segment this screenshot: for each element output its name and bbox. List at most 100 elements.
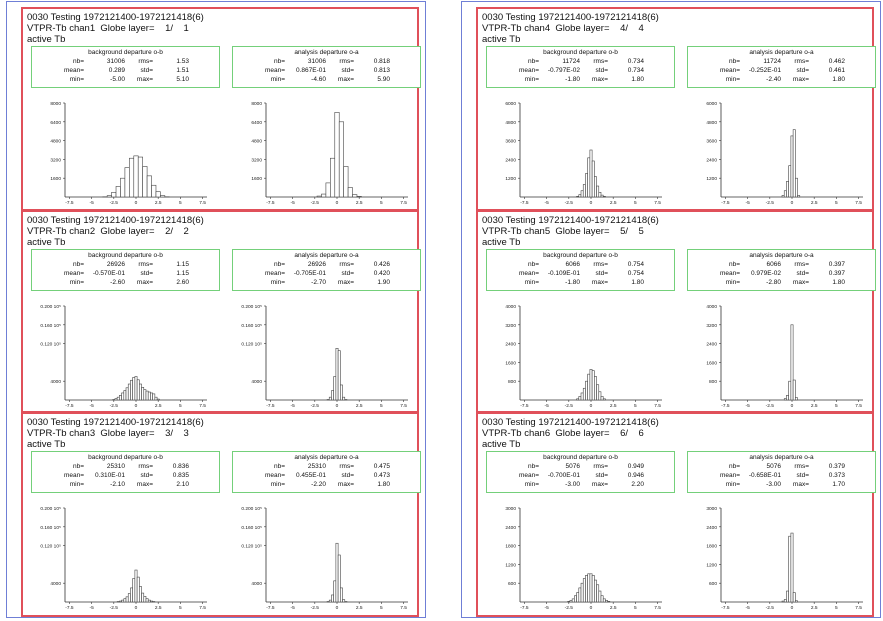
- min-value: -2.10: [110, 481, 125, 488]
- x-tick-label: 5: [179, 200, 182, 205]
- nb-label: nb=: [728, 463, 740, 470]
- stats-row: mean= 0.979E-02 std= 0.397: [688, 269, 875, 278]
- histogram-bar: [139, 383, 142, 401]
- x-tick-label: -2.5: [110, 403, 119, 408]
- nb-value: 6066: [565, 261, 580, 268]
- histogram-bar: [337, 350, 341, 401]
- std-value: 0.420: [373, 270, 390, 277]
- min-value: -3.00: [565, 481, 580, 488]
- max-label: max=: [136, 76, 153, 83]
- max-value: 1.80: [832, 279, 845, 286]
- histogram-bar: [328, 599, 332, 603]
- std-label: std=: [595, 472, 608, 479]
- x-tick-label: 7.5: [199, 403, 206, 408]
- x-tick-label: 5: [380, 403, 383, 408]
- histogram-bar: [342, 396, 346, 401]
- y-tick-label: 3200: [251, 157, 262, 163]
- x-tick-label: -2.5: [565, 200, 574, 205]
- stats-row: min= -3.00 max= 2.20: [487, 480, 674, 489]
- histogram-bar: [589, 149, 593, 198]
- histogram-bar: [790, 135, 794, 198]
- mean-value: -0.705E-01: [293, 270, 326, 277]
- histogram-bar: [125, 387, 129, 401]
- y-tick-label: 0.120 10⁵: [40, 342, 61, 348]
- x-tick-label: 7.5: [654, 605, 661, 610]
- x-tick-label: -5: [89, 605, 94, 610]
- x-tick-label: 5: [179, 605, 182, 610]
- x-tick-label: 5: [634, 200, 637, 205]
- y-tick-label: 2400: [505, 157, 516, 163]
- y-tick-label: 0.200 10⁵: [241, 506, 262, 512]
- x-tick-label: -5: [290, 605, 295, 610]
- y-tick-label: 1800: [706, 544, 717, 550]
- left-page: 0030 Testing 1972121400-1972121418(6) VTP…: [6, 1, 426, 618]
- histogram-bar: [125, 596, 129, 603]
- histogram-bar: [130, 379, 133, 401]
- y-tick-label: 1600: [505, 360, 516, 366]
- stats-title: analysis departure o-a: [294, 454, 359, 461]
- histogram-bar: [585, 575, 588, 603]
- x-tick-label: -7.5: [721, 403, 730, 408]
- min-value: -1.80: [565, 279, 580, 286]
- stats-row: min= -1.80 max= 1.80: [487, 278, 674, 287]
- max-value: 5.10: [176, 76, 189, 83]
- std-value: 1.15: [176, 270, 189, 277]
- nb-value: 6066: [766, 261, 781, 268]
- histogram-bar: [335, 347, 339, 401]
- x-tick-label: -5: [544, 403, 549, 408]
- histogram-bar: [598, 590, 602, 603]
- background-stats-box: background departure o-b nb= 5076 rms= 0.949…: [486, 451, 675, 493]
- mean-label: mean=: [518, 270, 539, 277]
- histogram-bar: [571, 598, 575, 603]
- x-tick-label: 5: [835, 200, 838, 205]
- std-value: 0.835: [172, 472, 189, 479]
- min-label: min=: [524, 76, 539, 83]
- histogram-bar: [578, 194, 582, 198]
- histogram-bar: [607, 601, 611, 603]
- nb-value: 25310: [307, 463, 326, 470]
- rms-label: rms=: [138, 58, 153, 65]
- stats-title: analysis departure o-a: [749, 252, 814, 259]
- nb-value: 11724: [763, 58, 781, 65]
- stats-row: nb= 5076 rms= 0.379: [688, 462, 875, 471]
- rms-label: rms=: [593, 463, 608, 470]
- background-histogram: 600 1200 1800 2400 3000 -7.5 -5 -2.5 0 2.5 5 7.5: [505, 506, 662, 610]
- x-tick-label: -5: [745, 200, 750, 205]
- histogram-bar: [134, 569, 138, 603]
- max-value: 2.10: [176, 481, 189, 488]
- histogram-bar: [340, 384, 343, 401]
- stats-title: background departure o-b: [543, 252, 618, 259]
- histogram-bar: [116, 396, 120, 401]
- analysis-histogram: 600 1200 1800 2400 3000 -7.5 -5 -2.5 0 2.5 5 7.5: [706, 506, 863, 610]
- histogram-bar: [137, 156, 143, 198]
- stats-title: analysis departure o-a: [749, 454, 814, 461]
- panel-5: 0030 Testing 1972121400-1972121418(6) VTP…: [476, 210, 876, 413]
- max-label: max=: [792, 481, 809, 488]
- panel-4: 0030 Testing 1972121400-1972121418(6) VTP…: [476, 7, 876, 211]
- histogram-bar: [602, 598, 606, 603]
- x-tick-label: 2.5: [811, 403, 818, 408]
- x-tick-label: 5: [380, 605, 383, 610]
- histogram-bar: [342, 599, 346, 603]
- nb-label: nb=: [527, 463, 539, 470]
- histogram-bar: [600, 194, 604, 198]
- nb-label: nb=: [72, 463, 84, 470]
- x-tick-label: -2.5: [311, 605, 320, 610]
- y-tick-label: 2400: [706, 525, 717, 531]
- stats-row: min= -5.00 max= 5.10: [32, 75, 219, 84]
- histogram-bar: [333, 376, 337, 401]
- mean-value: -0.658E-01: [748, 472, 781, 479]
- rms-label: rms=: [339, 58, 354, 65]
- y-tick-label: 2400: [706, 342, 717, 348]
- histogram-bar: [596, 384, 600, 401]
- histogram-bar: [795, 397, 798, 401]
- rms-label: rms=: [593, 261, 608, 268]
- histogram-bar: [352, 194, 358, 198]
- min-label: min=: [270, 279, 285, 286]
- mean-value: -0.252E-01: [748, 67, 781, 74]
- stats-row: min= -2.40 max= 1.80: [688, 75, 875, 84]
- y-tick-label: 0.160 10⁵: [40, 323, 61, 329]
- x-tick-label: -5: [290, 403, 295, 408]
- min-label: min=: [725, 279, 740, 286]
- histogram-bar: [132, 578, 136, 603]
